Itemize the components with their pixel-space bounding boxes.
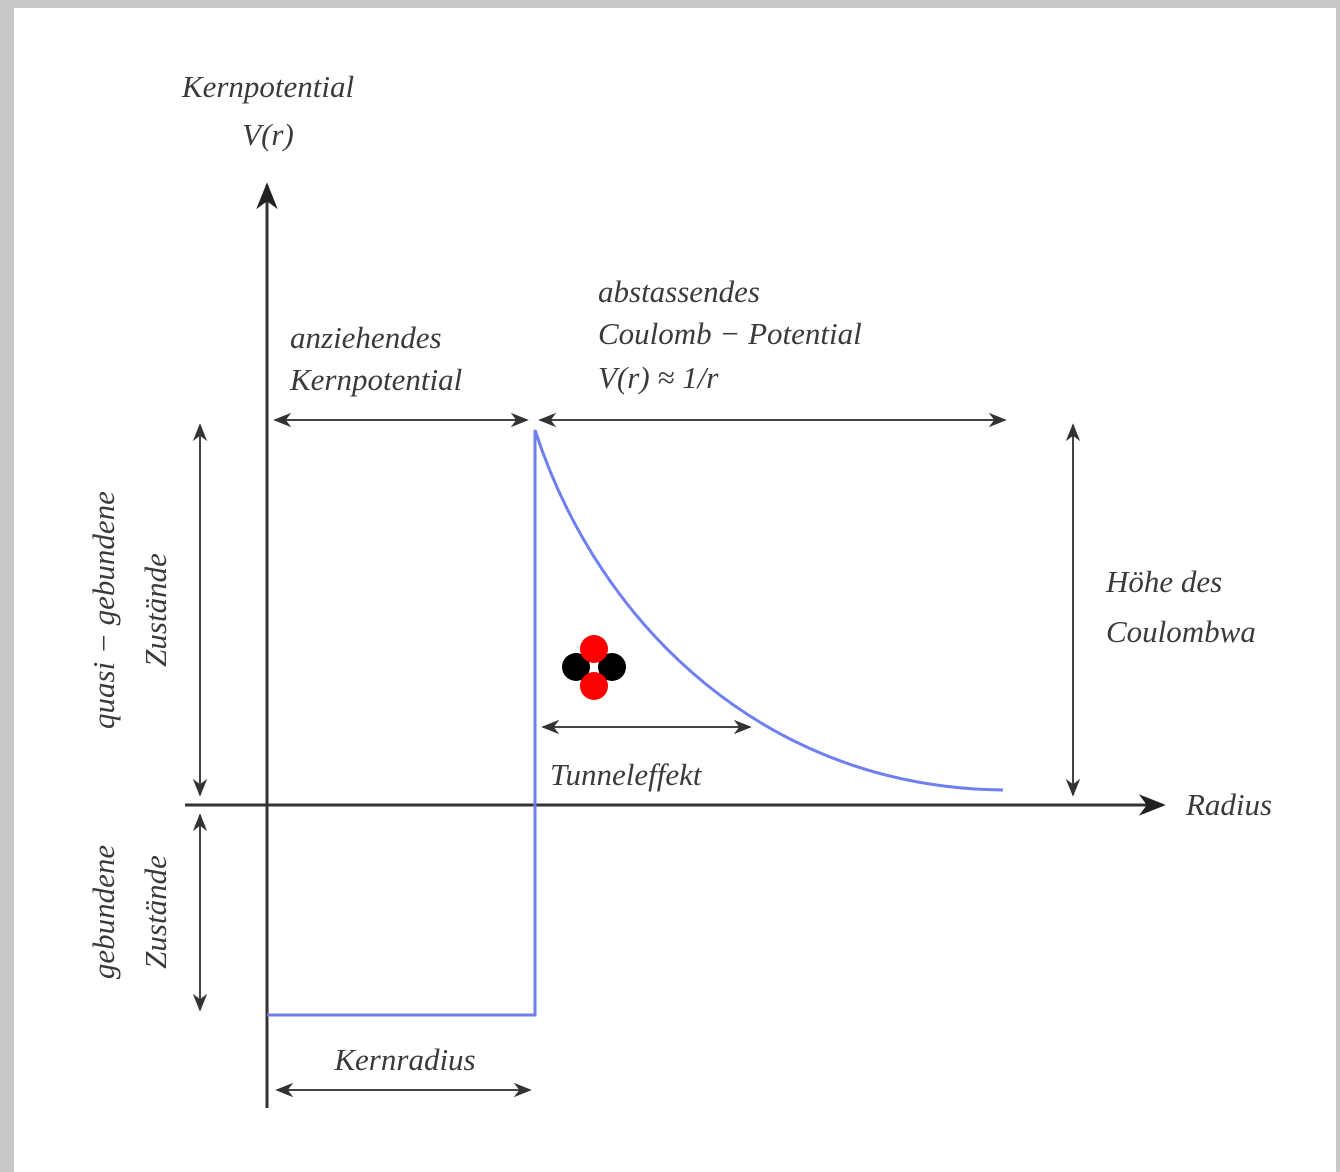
annotation: V(r) ≈ 1/r (598, 360, 719, 395)
annotation: Coulomb − Potential (598, 316, 862, 351)
annotation: Zustände (138, 553, 173, 667)
annotation: Kernpotential (289, 362, 462, 397)
y-axis-label: V(r) (242, 117, 294, 152)
annotation: gebundene (86, 845, 121, 980)
annotation: Tunneleffekt (550, 757, 703, 792)
x-axis-label: Radius (1185, 787, 1272, 822)
diagram: Kernpotential V(r) Radius anziehendes Ke… (0, 0, 1340, 1172)
y-axis-label: Kernpotential (181, 69, 354, 104)
proton (580, 635, 608, 663)
annotation: abstassendes (598, 274, 760, 309)
annotation: Kernradius (333, 1042, 475, 1077)
annotation: Coulombwa (1106, 614, 1256, 649)
proton (580, 672, 608, 700)
annotation: quasi − gebundene (86, 491, 121, 729)
annotation: Zustände (138, 855, 173, 969)
annotation: anziehendes (290, 320, 442, 355)
annotation: Höhe des (1105, 564, 1222, 599)
